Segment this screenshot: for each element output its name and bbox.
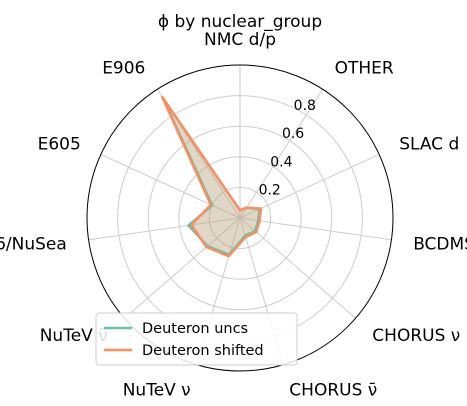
series-line-deuteron-shifted (160, 95, 263, 258)
category-label-chorus: CHORUS ν̄ (289, 381, 377, 401)
spoke-e605 (100, 153, 241, 219)
spoke-slac-d (239, 153, 380, 219)
category-labels: NMC d/p OTHER SLAC d BCDMS d CHORUS ν CHORUS … (0, 30, 467, 401)
legend: Deuteron uncs Deuteron shifted (95, 312, 298, 366)
spoke-nutev (124, 217, 241, 319)
series-fill-deuteron-uncs (163, 98, 260, 255)
series (160, 95, 263, 258)
category-label-bcdms-d: BCDMS d (413, 235, 467, 255)
category-label-e605: E605 (38, 135, 81, 155)
radial-tick-labels: 0.2 0.4 0.6 0.8 (259, 98, 316, 199)
category-label-nutev: NuTeV ν̄ (40, 326, 108, 346)
category-label-nmc-d-p: NMC d/p (204, 30, 276, 50)
legend-label-deuteron-uncs: Deuteron uncs (142, 321, 248, 337)
tick-label-1: 0.4 (270, 155, 292, 171)
spoke-other (239, 89, 324, 219)
polar-frame (86, 64, 394, 372)
spoke-e866-nusea (88, 217, 241, 241)
category-label-chorus: CHORUS ν (372, 326, 460, 346)
category-label-slac-d: SLAC d (399, 135, 459, 155)
category-label-other: OTHER (335, 58, 394, 78)
series-fill-deuteron-shifted (162, 97, 261, 257)
spoke-bcdms-d (239, 217, 392, 241)
category-label-nutev: NuTeV ν (123, 381, 191, 401)
legend-box (95, 312, 298, 366)
tick-label-2: 0.6 (282, 126, 304, 142)
category-label-e866-nusea: E866/NuSea (0, 235, 67, 255)
legend-label-deuteron-shifted: Deuteron shifted (142, 343, 264, 359)
tick-label-3: 0.8 (294, 98, 316, 114)
tick-label-0: 0.2 (259, 183, 281, 199)
category-label-e906: E906 (102, 58, 145, 78)
chart-title: ϕ by nuclear_group (158, 12, 322, 32)
spoke-chorus (239, 217, 356, 319)
